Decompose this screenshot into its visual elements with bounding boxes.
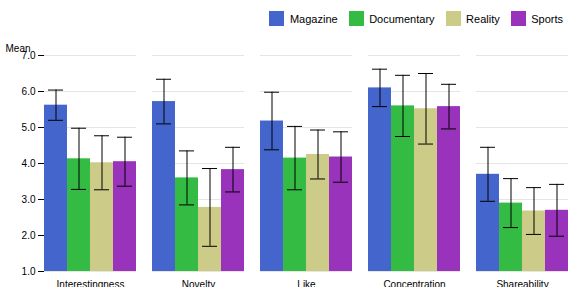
svg-text:Like: Like bbox=[297, 278, 316, 287]
svg-text:Interestingness: Interestingness bbox=[57, 278, 125, 287]
svg-text:Shareability: Shareability bbox=[496, 278, 548, 287]
svg-text:1.0: 1.0 bbox=[22, 265, 36, 276]
html-text:Documentary: Documentary bbox=[369, 12, 435, 25]
svg-text:Novelty: Novelty bbox=[182, 278, 215, 287]
svg-text:5.0: 5.0 bbox=[22, 121, 36, 132]
html-text:Sports: Sports bbox=[531, 12, 563, 25]
svg-text:6.0: 6.0 bbox=[22, 85, 36, 96]
svg-text:4.0: 4.0 bbox=[22, 157, 36, 168]
svg-text:Concentration: Concentration bbox=[383, 278, 445, 287]
svg-text:7.0: 7.0 bbox=[21, 49, 36, 61]
html-text:Magazine: Magazine bbox=[290, 12, 338, 25]
svg-text:Mean: Mean bbox=[6, 42, 31, 53]
html-text:Reality: Reality bbox=[466, 12, 500, 25]
svg-text:2.0: 2.0 bbox=[22, 229, 36, 240]
svg-text:3.0: 3.0 bbox=[22, 193, 36, 204]
